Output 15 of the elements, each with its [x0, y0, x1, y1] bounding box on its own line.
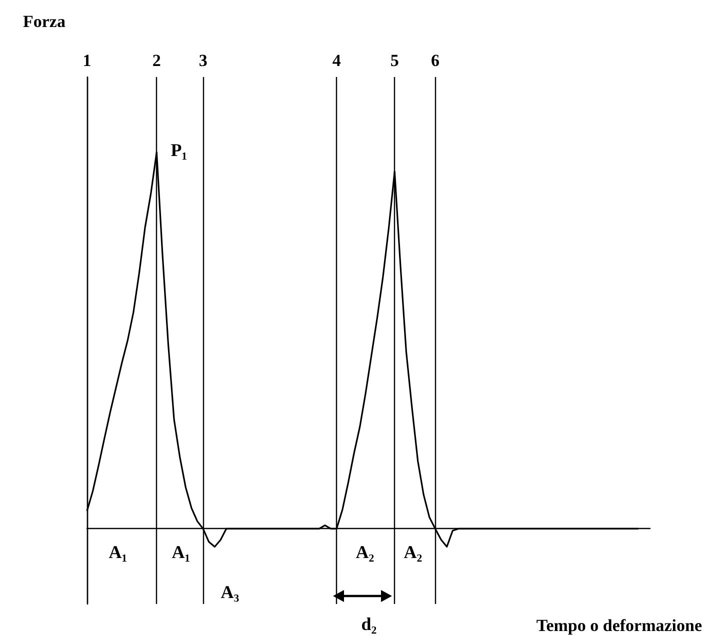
- annotation: A₁: [172, 542, 190, 562]
- x-tick-label: 6: [430, 51, 440, 70]
- annotation: A₁: [108, 542, 128, 562]
- y-axis-title: Forza: [23, 12, 66, 31]
- x-axis-title: Tempo o deformazione: [536, 616, 702, 635]
- annotation: P₁: [170, 140, 188, 160]
- text: d₂: [361, 614, 377, 634]
- annotation: A₂: [404, 542, 422, 562]
- x-tick-label: 3: [198, 51, 208, 70]
- x-tick-label: 4: [332, 51, 342, 70]
- text: A₃: [220, 582, 240, 602]
- annotation: A₂: [356, 542, 374, 562]
- x-tick-label: 1: [82, 51, 92, 70]
- x-tick-label: 5: [390, 51, 399, 70]
- x-tick-label: 2: [152, 51, 161, 70]
